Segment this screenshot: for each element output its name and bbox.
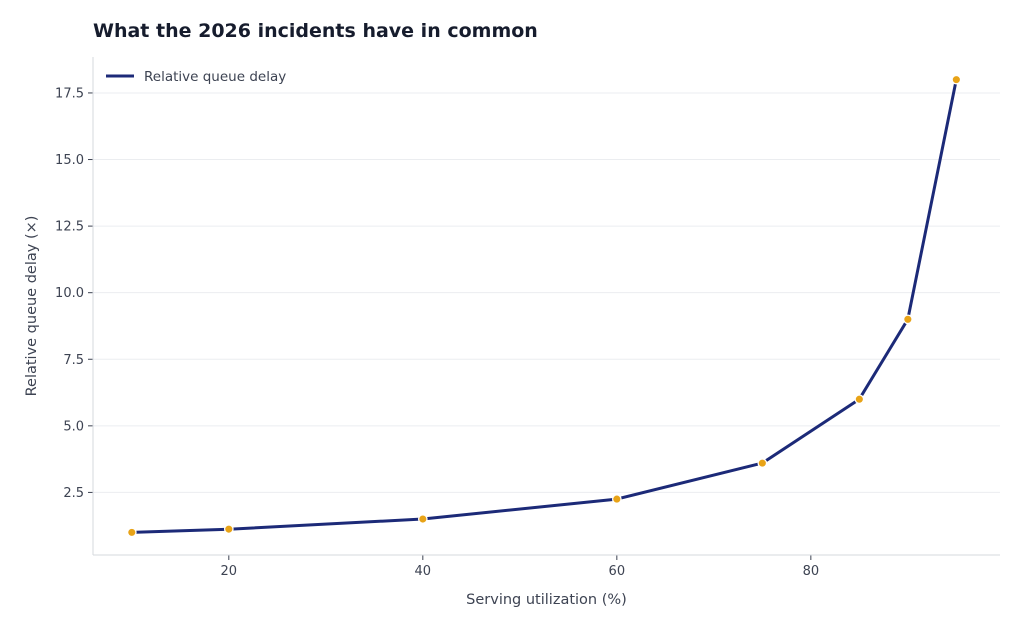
- y-tick-label: 10.0: [55, 286, 84, 301]
- legend-label: Relative queue delay: [144, 69, 286, 85]
- y-tick-label: 12.5: [55, 220, 84, 235]
- x-axis-label: Serving utilization (%): [466, 592, 627, 608]
- axes: 2.5 5.0 7.5 10.0 12.5 15.0 17.5 20 40 60 80 Serving…: [24, 57, 1000, 608]
- x-tick-label: 40: [415, 564, 432, 579]
- series-line: [130, 78, 958, 534]
- data-point: [854, 394, 865, 405]
- data-point: [417, 514, 428, 524]
- y-tick-label: 17.5: [55, 86, 84, 101]
- data-point: [611, 494, 622, 504]
- y-tick-label: 5.0: [63, 419, 84, 434]
- y-axis-label: Relative queue delay (×): [24, 216, 40, 397]
- legend: Relative queue delay: [106, 69, 286, 85]
- data-point: [902, 314, 913, 325]
- series-layer: [126, 74, 962, 538]
- y-tick-label: 2.5: [63, 486, 84, 501]
- gridlines: [93, 92, 1000, 493]
- chart-title: What the 2026 incidents have in common: [93, 20, 538, 42]
- y-tick-label: 15.0: [55, 153, 84, 168]
- data-point: [951, 74, 962, 85]
- x-tick-label: 20: [221, 564, 238, 579]
- y-tick-label: 7.5: [63, 353, 84, 368]
- data-point: [223, 524, 234, 535]
- data-point: [126, 527, 137, 538]
- x-tick-label: 60: [609, 564, 626, 579]
- data-point: [757, 458, 768, 468]
- x-tick-label: 80: [803, 564, 820, 579]
